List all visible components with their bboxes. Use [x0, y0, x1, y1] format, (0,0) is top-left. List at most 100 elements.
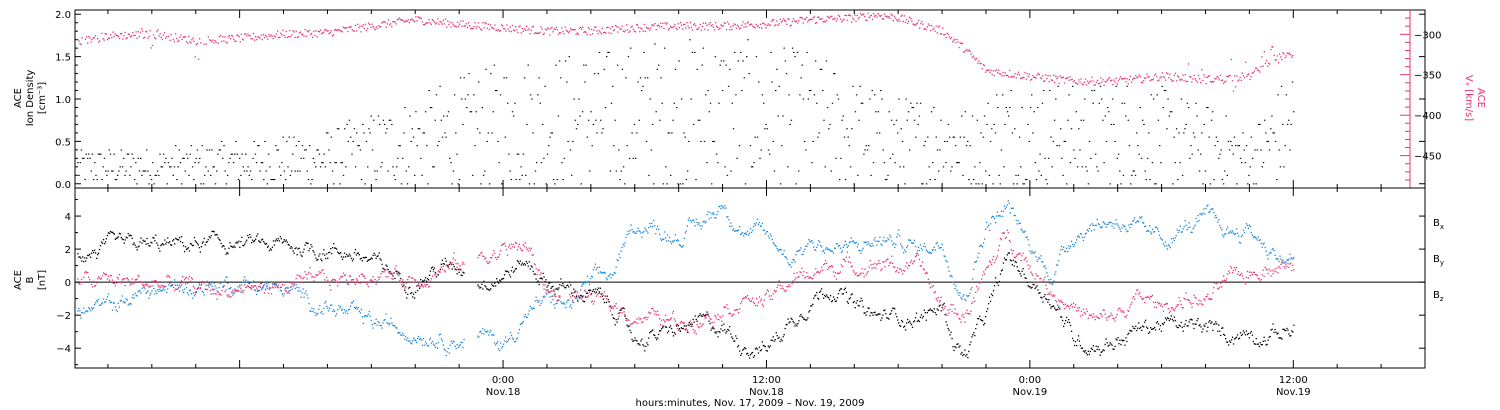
bx-point — [1053, 305, 1055, 307]
by-point — [506, 340, 509, 343]
bx-point — [833, 298, 836, 300]
vx-point — [597, 32, 599, 35]
vx-point — [799, 16, 801, 19]
by-point — [848, 242, 850, 244]
bx-point — [369, 258, 371, 260]
vx-point — [111, 36, 113, 39]
by-point — [131, 297, 133, 299]
vx-point — [229, 37, 232, 40]
density-point — [1219, 153, 1221, 155]
vx-point — [1268, 62, 1270, 64]
by-point — [220, 282, 222, 284]
bx-point — [1100, 351, 1102, 353]
by-point — [688, 217, 690, 219]
vx-point — [637, 24, 639, 26]
bz-point — [90, 281, 92, 283]
bx-point — [227, 253, 229, 255]
bx-point — [620, 309, 622, 311]
by-point — [448, 352, 450, 354]
by-point — [1181, 231, 1183, 233]
bx-point — [119, 233, 121, 235]
by-point — [157, 289, 159, 291]
bx-point — [612, 317, 614, 319]
bz-point — [228, 294, 230, 296]
bx-point — [1172, 320, 1174, 322]
bx-point — [777, 337, 779, 340]
density-point — [929, 179, 931, 181]
bx-point — [150, 241, 152, 244]
density-point — [721, 90, 724, 92]
bx-point — [585, 292, 588, 294]
bx-point — [142, 239, 144, 241]
bx-point — [105, 238, 108, 240]
bz-point — [302, 278, 304, 280]
by-point — [1133, 219, 1135, 221]
density-point — [338, 128, 340, 130]
by-point — [925, 249, 927, 251]
vx-point — [589, 34, 592, 36]
vx-point — [1205, 82, 1207, 85]
density-point — [410, 140, 412, 142]
vx-point — [785, 20, 787, 22]
vx-point — [854, 14, 856, 16]
density-point — [1080, 119, 1082, 121]
density-point — [1152, 98, 1155, 100]
by-point — [756, 218, 759, 220]
density-point — [849, 166, 852, 168]
vx-point — [504, 28, 506, 30]
bx-point — [998, 280, 1001, 283]
by-point — [669, 241, 672, 243]
vx-point — [787, 18, 789, 20]
density-point — [183, 157, 185, 159]
bz-point — [102, 272, 105, 274]
by-point — [1186, 229, 1188, 231]
bx-point — [633, 339, 635, 342]
vx-point — [827, 16, 830, 19]
bx-point — [566, 285, 568, 287]
bx-point — [482, 288, 484, 290]
vx-point — [313, 30, 315, 32]
density-point — [392, 166, 394, 168]
density-point — [1291, 81, 1294, 83]
by-point — [126, 299, 128, 301]
vx-point — [1122, 78, 1124, 80]
by-point — [371, 324, 373, 326]
bx-point — [220, 242, 222, 245]
bx-point — [875, 314, 877, 316]
by-point — [865, 241, 867, 243]
by-point — [680, 246, 682, 248]
bx-point — [918, 320, 921, 323]
by-point — [585, 281, 588, 283]
bx-point — [231, 246, 233, 248]
vx-point — [655, 28, 657, 31]
density-point — [160, 166, 162, 168]
density-point — [1027, 123, 1029, 125]
by-point — [817, 244, 819, 246]
vx-point — [601, 27, 604, 29]
bx-point — [1184, 323, 1186, 325]
density-point — [80, 149, 83, 151]
bx-point — [845, 291, 847, 293]
bx-point — [850, 294, 852, 296]
bz-point — [206, 289, 208, 291]
density-point — [869, 98, 871, 100]
density-point — [555, 64, 557, 66]
density-point — [1186, 102, 1189, 104]
density-point — [1057, 85, 1059, 87]
bx-point — [1127, 333, 1129, 336]
vx-point — [307, 31, 309, 33]
by-point — [428, 339, 431, 341]
bx-point — [884, 309, 886, 311]
bx-point — [868, 307, 870, 309]
vx-point — [647, 27, 650, 30]
vx-point — [506, 24, 508, 26]
vx-point — [465, 23, 467, 25]
bx-point — [520, 264, 522, 266]
bx-point — [664, 326, 667, 328]
bx-point — [1183, 325, 1185, 327]
vx-point — [430, 23, 432, 25]
density-point — [115, 179, 118, 181]
vx-point — [270, 34, 272, 36]
density-point — [430, 107, 433, 109]
density-point — [538, 77, 540, 79]
